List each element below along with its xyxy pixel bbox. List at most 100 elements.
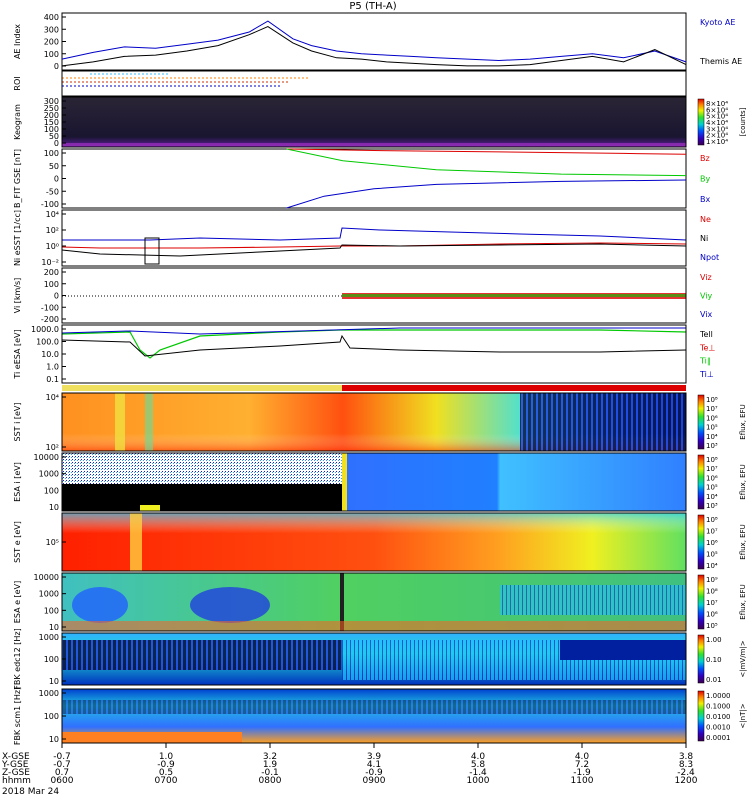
xaxis-y-value: 4.1 [367, 760, 381, 770]
legend-entry: Ti⊥ [699, 370, 714, 379]
ylabel-sst_i: SST i [eV] [13, 403, 22, 442]
ytick-label: 10⁰ [46, 242, 59, 251]
panel-frame-esa_i [61, 452, 687, 512]
ytick-label: 50 [49, 132, 59, 141]
ytick-label: 0 [54, 62, 59, 71]
ytick-label: 400 [44, 13, 59, 22]
colorbar-tick-label: 0.01 [706, 676, 722, 684]
colorbar-tick-label: 10⁹ [706, 576, 718, 584]
ytick-label: 10⁵ [46, 538, 59, 547]
colorbar-tick-label: 3×10⁴ [706, 125, 728, 133]
legend-entry: Vix [700, 310, 713, 319]
colorbar-tick-label: 10³ [706, 502, 718, 510]
ylabel-ae: AE Index [13, 24, 22, 59]
xaxis-y-value: 7.2 [575, 760, 589, 770]
legend-entry: Kyoto AE [700, 18, 735, 27]
colorbar-tick-label: 0.1000 [706, 703, 731, 711]
ytick-label: 200 [44, 38, 59, 47]
ytick-label: 300 [44, 25, 59, 34]
xaxis-x-value: -0.7 [53, 752, 71, 762]
ylabel-keogram: Keogram [13, 104, 22, 140]
keogram-image [62, 97, 686, 147]
ytick-label: 10 [49, 503, 59, 512]
colorbar-tick-label: 10⁷ [706, 405, 718, 413]
xaxis-y-value: 1.9 [263, 760, 278, 770]
panel-frame-roi [61, 70, 687, 97]
ytick-label: 0 [54, 139, 59, 148]
legend-entry: Viz [700, 273, 712, 282]
ytick-label: 10 [49, 735, 59, 744]
xaxis-y-value: -0.7 [53, 760, 71, 770]
colorbar-tick-label: 0.10 [706, 656, 722, 664]
xaxis-z-value: -0.9 [365, 768, 383, 778]
ytick-label: 300 [44, 97, 59, 106]
colorbar-tick-label: 10⁴ [706, 493, 718, 501]
colorbar-tick-label: 10⁸ [706, 396, 718, 404]
xaxis-t-value: 1200 [675, 776, 698, 786]
legend-entry: Themis AE [699, 57, 742, 66]
legend-entry: Te⊥ [699, 343, 715, 352]
colorbar-esa_i [697, 454, 705, 510]
legend-entry: Ti∥ [699, 357, 711, 366]
ytick-label: 100 [44, 712, 59, 721]
row-label-xgse: X-GSE [2, 752, 30, 762]
panel-frame-density [61, 209, 687, 267]
plotted-series [61, 20, 687, 209]
colorbar-tick-label: 10⁶ [706, 414, 718, 422]
ytick-label: 10 [49, 677, 59, 686]
date-label: 2018 Mar 24 [2, 787, 59, 797]
colorbar-tick-label: 10⁷ [706, 465, 718, 473]
ylabel-temperature: Ti eESA [eV] [13, 329, 22, 379]
ytick-label: 50 [49, 162, 59, 171]
xaxis-z-value: 0.7 [55, 768, 69, 778]
panel-frame-ae [61, 12, 687, 71]
ytick-label: 10² [46, 226, 59, 235]
series-line-bfield-0 [286, 148, 687, 155]
xaxis-x-value: 3.2 [263, 752, 277, 762]
ylabel-roi: ROI [13, 76, 22, 90]
ytick-label: 10.0 [41, 350, 59, 359]
panel-frame-bfield [61, 148, 687, 209]
ytick-label: 0 [54, 292, 59, 301]
ytick-label: 100 [44, 125, 59, 134]
row-label-zgse: Z-GSE [2, 768, 30, 778]
ylabel-esa_e: ESA e [eV] [13, 581, 22, 623]
ytick-label: 10000 [34, 573, 59, 582]
xaxis-x-value: 4.0 [575, 752, 590, 762]
colorbar-tick-label: 5×10⁴ [706, 113, 728, 121]
ytick-label: 100 [44, 486, 59, 495]
xaxis-x-value: 4.0 [471, 752, 486, 762]
colorbar-unit-keogram: [counts] [739, 107, 747, 136]
colorbar-tick-label: 10⁶ [706, 539, 718, 547]
colorbar-tick-label: 10⁸ [706, 456, 718, 464]
ytick-label: -200 [41, 315, 59, 324]
colorbar-tick-label: 10⁸ [706, 588, 718, 596]
colorbar-tick-label: 10⁵ [706, 622, 718, 630]
colorbar-esa_e [697, 574, 705, 630]
ytick-label: 100.0 [36, 338, 59, 347]
xaxis-t-value: 0800 [259, 776, 282, 786]
ytick-label: 10⁴ [46, 393, 59, 402]
xaxis-t-value: 0900 [363, 776, 386, 786]
ytick-label: 250 [44, 104, 59, 113]
colorbar-sst_e [697, 514, 705, 570]
page-title: P5 (TH-A) [349, 1, 396, 12]
xaxis-y-value: -0.9 [157, 760, 175, 770]
spectrogram-imagery [61, 73, 687, 743]
colorbar-keogram [697, 98, 705, 146]
xaxis-x-value: 3.8 [679, 752, 694, 762]
legend-entry: Bz [700, 154, 710, 163]
row-label-hhmm: hhmm [2, 776, 31, 786]
ytick-label: 100 [44, 149, 59, 158]
ytick-label: 200 [44, 268, 59, 277]
legend-entry: Ni [700, 234, 708, 243]
ytick-label: 100 [44, 655, 59, 664]
ytick-label: 1000 [39, 633, 59, 642]
colorbar-unit-sst_e: Eflux, EFU [739, 524, 747, 559]
legend-entry: Viy [700, 292, 713, 301]
xaxis-z-value: -1.4 [469, 768, 487, 778]
series-line-bfield-2 [286, 179, 687, 209]
ylabel-fbk_b: FBK scm1 [Hz] [13, 687, 22, 745]
colorbar-tick-label: 8×10⁴ [706, 100, 728, 108]
